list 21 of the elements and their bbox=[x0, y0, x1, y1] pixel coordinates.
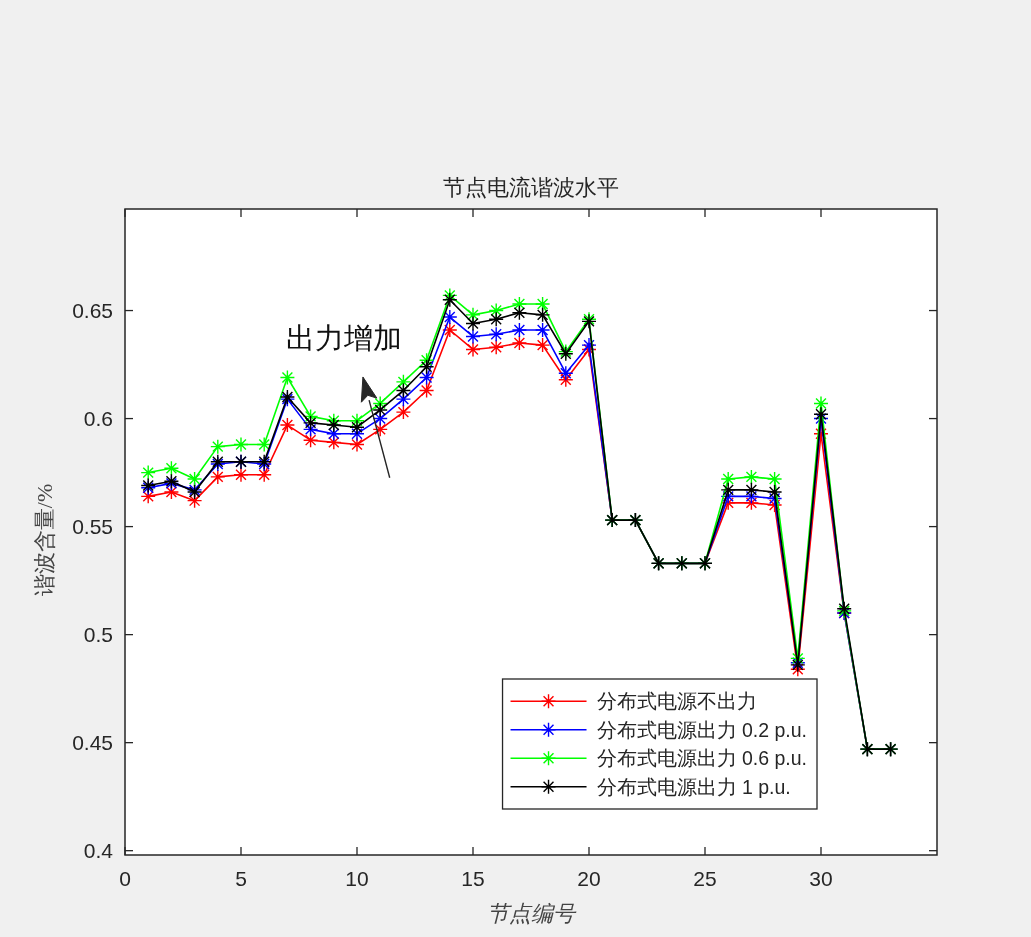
x-tick-label: 20 bbox=[577, 867, 601, 890]
legend-label: 分布式电源出力 0.6 p.u. bbox=[596, 747, 807, 770]
y-tick-label: 0.4 bbox=[83, 839, 114, 863]
annotation: 出力增加 bbox=[286, 322, 403, 355]
y-tick-label: 0.6 bbox=[83, 407, 113, 431]
legend-label: 分布式电源出力 0.2 p.u. bbox=[596, 718, 807, 741]
x-tick-label: 30 bbox=[809, 867, 833, 890]
y-tick-label: 0.5 bbox=[83, 623, 113, 647]
chart-title: 节点电流谐波水平 bbox=[443, 175, 619, 200]
x-tick-label: 15 bbox=[461, 867, 485, 890]
y-tick-label: 0.55 bbox=[72, 515, 113, 539]
y-tick-label: 0.45 bbox=[72, 731, 113, 755]
x-tick-label: 25 bbox=[693, 867, 717, 890]
x-tick-label: 5 bbox=[235, 867, 247, 890]
x-tick-label: 10 bbox=[345, 867, 369, 890]
x-tick-label: 0 bbox=[119, 867, 131, 890]
legend-label: 分布式电源出力 1 p.u. bbox=[596, 775, 791, 798]
legend-label: 分布式电源不出力 bbox=[596, 690, 757, 713]
y-tick-label: 0.65 bbox=[72, 299, 113, 323]
y-axis-title: 谐波含量/% bbox=[32, 483, 57, 597]
x-axis-title: 节点编号 bbox=[487, 901, 577, 926]
